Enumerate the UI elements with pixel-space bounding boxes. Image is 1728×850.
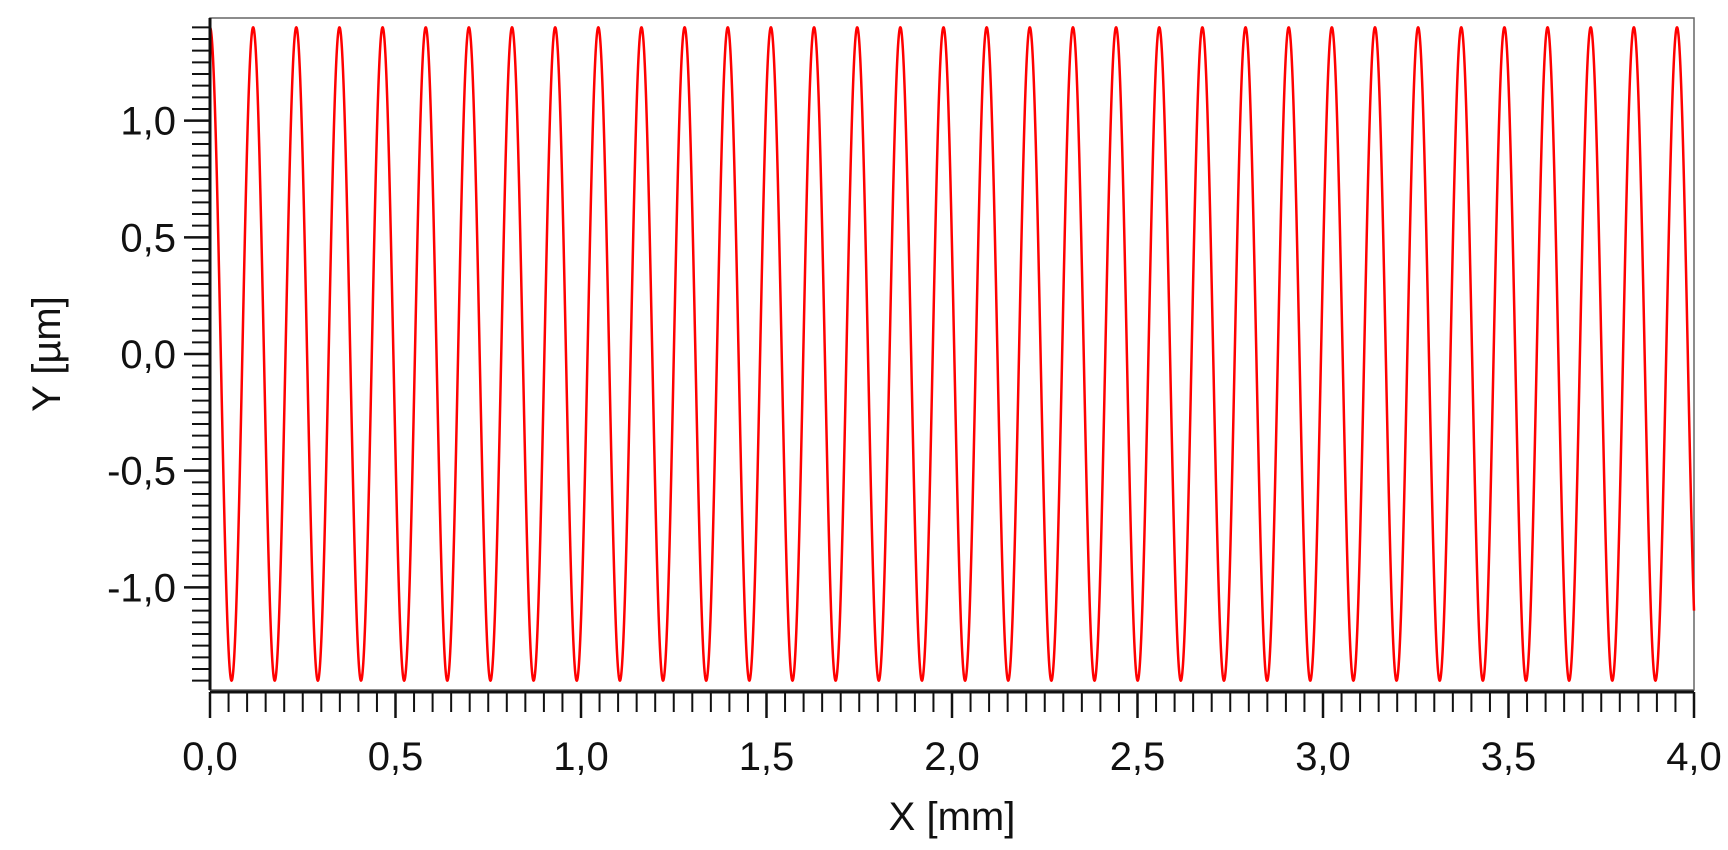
y-tick-label: -0,5 [107, 450, 176, 494]
series-line-0 [209, 26, 1696, 682]
x-tick-label: 2,5 [1110, 735, 1166, 779]
y-axis-title: Y [µm] [25, 296, 69, 412]
x-tick-label: 3,0 [1295, 735, 1351, 779]
y-tick-label: -1,0 [107, 566, 176, 610]
x-tick-label: 0,0 [182, 735, 238, 779]
x-tick-label: 3,5 [1481, 735, 1537, 779]
y-axis-ticks [184, 26, 210, 682]
series-group [209, 26, 1696, 682]
x-tick-label: 0,5 [368, 735, 424, 779]
y-tick-label: 0,5 [120, 216, 176, 260]
y-tick-label: 0,0 [120, 333, 176, 377]
y-tick-label: 1,0 [120, 100, 176, 144]
x-tick-label: 4,0 [1666, 735, 1722, 779]
x-tick-label: 1,0 [553, 735, 609, 779]
x-axis-tick-labels: 0,0 0,5 1,0 1,5 2,0 2,5 3,0 3,5 4,0 [182, 735, 1722, 779]
x-tick-label: 1,5 [739, 735, 795, 779]
x-axis-ticks [208, 692, 1696, 718]
y-axis-tick-labels: 1,0 0,5 0,0 -0,5 -1,0 [107, 100, 176, 611]
x-axis-title: X [mm] [889, 795, 1016, 839]
x-tick-label: 2,0 [924, 735, 980, 779]
